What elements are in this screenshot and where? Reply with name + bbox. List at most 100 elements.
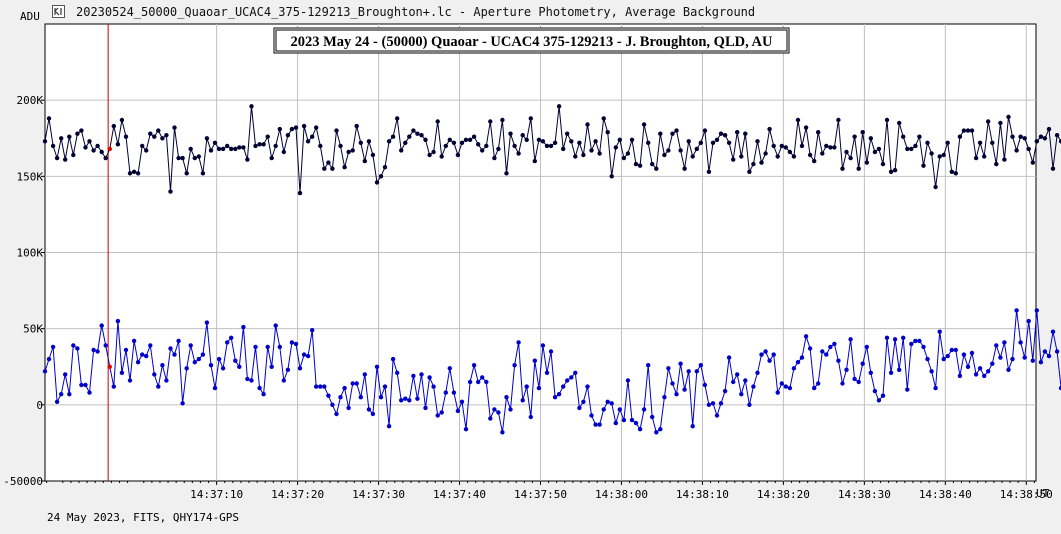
- series-1-point: [83, 145, 88, 150]
- series-1-point: [969, 128, 975, 133]
- series-2-point: [573, 370, 578, 375]
- series-2-point: [613, 420, 618, 426]
- series-2-point: [791, 366, 797, 371]
- series-1-point: [658, 131, 663, 136]
- series-2-point: [520, 398, 525, 403]
- series-2-point: [463, 427, 469, 432]
- series-1-point: [366, 139, 372, 144]
- series-2-point: [609, 401, 614, 406]
- series-2-point: [476, 379, 481, 385]
- series-1-point: [868, 136, 873, 141]
- series-2-point: [314, 384, 319, 389]
- series-2-point: [508, 407, 513, 412]
- series-1-point: [925, 140, 930, 145]
- series-2-point: [447, 366, 452, 371]
- series-1-point: [941, 152, 946, 158]
- series-2-point: [488, 416, 493, 421]
- series-2-point: [662, 395, 667, 400]
- series-2-point: [1002, 340, 1007, 345]
- series-1-point: [864, 160, 869, 165]
- series-2-point: [633, 420, 639, 426]
- series-1-point: [160, 136, 165, 141]
- series-2-point: [880, 393, 886, 398]
- series-1-point: [613, 145, 618, 150]
- series-2-point: [969, 350, 975, 356]
- series-1-point: [848, 155, 853, 161]
- x-axis-ticks: 14:37:10 14:37:20 14:37:30 14:37:40 14:37:50…: [46, 481, 1053, 501]
- series-2-point: [91, 347, 96, 353]
- series-2-point: [390, 356, 396, 362]
- series-2-point: [949, 347, 954, 353]
- series-1-point: [1050, 166, 1056, 171]
- series-2-point: [249, 378, 254, 383]
- series-2-point: [200, 352, 206, 357]
- series-2-point: [374, 364, 380, 369]
- y-tick-label: -50000: [3, 475, 43, 488]
- series-2-point: [119, 370, 125, 375]
- series-2-point: [621, 417, 627, 423]
- series-1-point: [791, 154, 797, 159]
- series-1-point: [237, 145, 242, 150]
- series-1-point: [87, 139, 92, 144]
- series-1-point: [103, 155, 108, 161]
- series-2-point: [1006, 367, 1011, 372]
- series-2-point: [59, 392, 64, 397]
- series-2-point: [929, 369, 934, 374]
- series-2-point: [828, 344, 833, 350]
- series-1-point: [836, 117, 841, 123]
- series-1-point: [204, 136, 210, 141]
- series-1-point: [119, 117, 125, 123]
- series-2-point: [892, 337, 898, 342]
- series-1-point: [913, 143, 918, 149]
- series-2-point: [581, 399, 586, 404]
- series-1-point: [933, 184, 938, 190]
- series-2-point: [512, 363, 517, 368]
- x-tick-label: 14:37:20: [271, 488, 324, 501]
- series-1-point: [625, 151, 631, 156]
- series-1-point: [1026, 146, 1031, 152]
- series-2-point: [451, 390, 457, 395]
- series-1-point: [411, 128, 416, 133]
- series-1-point: [131, 169, 137, 174]
- series-1-point: [75, 131, 80, 136]
- series-2-point: [261, 392, 266, 397]
- series-1-point: [520, 133, 525, 138]
- series-1-point: [289, 126, 295, 132]
- series-2-point: [1030, 358, 1036, 363]
- series-1-point: [779, 143, 784, 149]
- series-2-point: [471, 363, 477, 368]
- series-2-point: [735, 372, 740, 377]
- series-2-point: [1018, 340, 1023, 345]
- series-2-point: [407, 398, 412, 403]
- series-1-point: [986, 119, 991, 124]
- x-tick-label: 14:37:30: [352, 488, 405, 501]
- series-1-point: [354, 123, 359, 129]
- series-1-point: [597, 151, 602, 156]
- series-2-point: [605, 399, 610, 404]
- series-1-point: [216, 146, 222, 152]
- series-1-point: [427, 152, 432, 158]
- series-2-point: [678, 361, 683, 366]
- series-1-point: [982, 154, 987, 159]
- series-1-point: [556, 104, 562, 109]
- series-1-point: [1034, 139, 1040, 144]
- series-1-point: [342, 165, 347, 170]
- series-2-point: [540, 343, 546, 348]
- series-1-point: [654, 166, 659, 171]
- series-1-point: [641, 122, 647, 127]
- series-1-point: [872, 149, 878, 155]
- series-1-point: [759, 160, 764, 165]
- series-1-point: [977, 140, 983, 145]
- series-2-point: [986, 369, 991, 374]
- series-1-point: [310, 134, 315, 139]
- series-2-point: [860, 361, 865, 366]
- series-2-point: [589, 413, 594, 418]
- series-1-point: [200, 171, 206, 176]
- series-2-point: [937, 329, 942, 334]
- series-2-point: [50, 344, 56, 350]
- series-2-point: [888, 370, 894, 375]
- series-1-point: [856, 166, 861, 171]
- series-1-point: [1038, 134, 1044, 139]
- series-1-point: [79, 128, 84, 133]
